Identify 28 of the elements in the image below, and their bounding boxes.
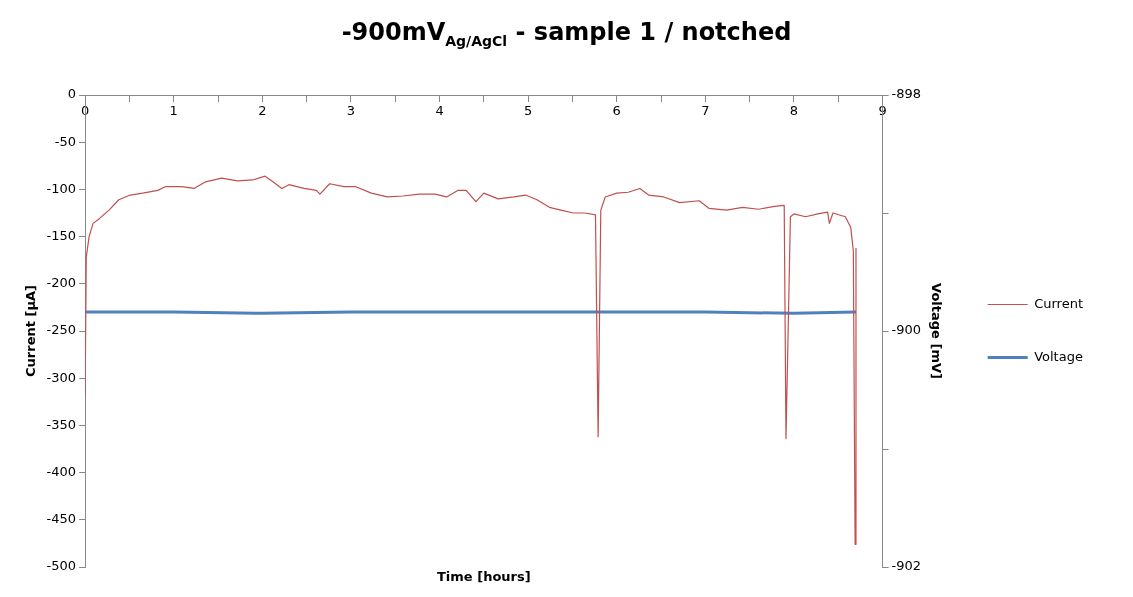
- x-tick-label: 5: [524, 103, 533, 119]
- y-tick-label: -150: [46, 227, 77, 243]
- y2-tick-label: -900: [891, 322, 922, 338]
- x-tick-label: 4: [435, 103, 444, 119]
- legend-label: Voltage: [1034, 348, 1083, 364]
- y-tick-label: -350: [46, 416, 77, 432]
- y-tick-label: -400: [46, 463, 77, 479]
- y-tick-label: -300: [46, 369, 77, 385]
- x-tick-label: 2: [258, 103, 267, 119]
- legend-label: Current: [1034, 295, 1083, 311]
- y-tick-label: -50: [54, 133, 77, 149]
- y-tick-label: -200: [46, 275, 77, 291]
- y2-axis-title: Voltage [mV]: [929, 283, 945, 379]
- y2-tick-label: -898: [891, 86, 922, 102]
- y2-tick-label: -902: [891, 558, 922, 574]
- y-tick-label: -250: [46, 322, 77, 338]
- x-tick-label: 1: [169, 103, 178, 119]
- y-tick-label: 0: [67, 86, 77, 102]
- x-tick-label: 7: [701, 103, 710, 119]
- y-axis-title: Current [µA]: [23, 285, 39, 377]
- x-tick-label: 3: [346, 103, 356, 119]
- y-tick-label: -100: [46, 180, 77, 196]
- x-tick-label: 8: [789, 103, 799, 119]
- x-axis-title: Time [hours]: [436, 568, 531, 584]
- y-tick-label: -450: [46, 511, 77, 527]
- x-tick-label: 6: [612, 103, 621, 119]
- chart-title: -900mV$_{Ag/AgCl}$ - sample 1 / notched: [340, 18, 793, 49]
- y-tick-label: -500: [46, 558, 77, 574]
